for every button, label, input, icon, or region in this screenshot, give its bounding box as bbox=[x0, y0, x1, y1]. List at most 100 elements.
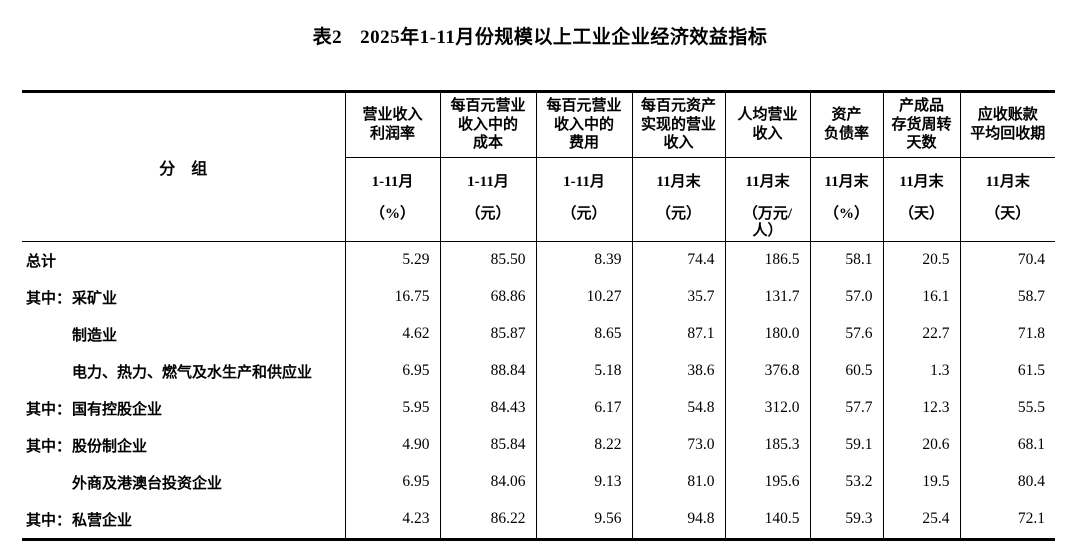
column-unit: （元） bbox=[655, 206, 701, 222]
column-period: 11月末 bbox=[745, 174, 790, 190]
cell-value: 70.4 bbox=[959, 241, 1055, 279]
cell-value: 88.84 bbox=[439, 352, 536, 390]
row-group-label: 制造业 bbox=[22, 316, 345, 353]
column-unit: （元） bbox=[465, 206, 511, 222]
column-subheader: 11月末 （元） bbox=[631, 157, 725, 242]
column-subheader: 11月末 （天） bbox=[959, 157, 1055, 242]
table-row: 其中：采矿业 16.75 68.86 10.27 35.7 131.7 57.0 16.1 58… bbox=[22, 278, 1055, 316]
cell-value: 86.22 bbox=[439, 500, 536, 539]
cell-value: 4.62 bbox=[344, 315, 440, 353]
cell-value: 6.95 bbox=[344, 463, 440, 501]
cell-value: 68.86 bbox=[439, 278, 536, 316]
row-prefix: 其中： bbox=[26, 290, 72, 307]
cell-value: 87.1 bbox=[631, 315, 725, 353]
cell-value: 59.3 bbox=[809, 500, 883, 539]
column-period: 11月末 bbox=[899, 174, 944, 190]
column-unit: （天） bbox=[985, 206, 1031, 222]
column-subheader: 11月末 （%） bbox=[809, 157, 883, 242]
column-header: 资产 负债率 bbox=[809, 91, 883, 158]
cell-value: 71.8 bbox=[959, 315, 1055, 353]
row-group-label: 其中：采矿业 bbox=[22, 279, 345, 316]
cell-value: 57.0 bbox=[809, 278, 883, 316]
table-body: 总计 5.29 85.50 8.39 74.4 186.5 58.1 20.5 70.4 其中：采… bbox=[22, 241, 1055, 539]
cell-value: 60.5 bbox=[809, 352, 883, 390]
table-row: 总计 5.29 85.50 8.39 74.4 186.5 58.1 20.5 70.4 bbox=[22, 241, 1055, 279]
header-row-indicators: 分 组 营业收入 利润率 每百元营业 收入中的 成本 每百元营业 收入中的 费用… bbox=[22, 91, 1055, 242]
cell-value: 8.22 bbox=[535, 426, 632, 464]
column-subheader: 11月末 （天） bbox=[882, 157, 960, 242]
cell-value: 16.1 bbox=[882, 278, 960, 316]
statistics-table-container: 分 组 营业收入 利润率 每百元营业 收入中的 成本 每百元营业 收入中的 费用… bbox=[22, 90, 1055, 541]
row-group-label: 其中：私营企业 bbox=[22, 501, 345, 540]
cell-value: 68.1 bbox=[959, 426, 1055, 464]
cell-value: 8.65 bbox=[535, 315, 632, 353]
cell-value: 74.4 bbox=[631, 241, 725, 279]
column-name: 营业收入 利润率 bbox=[362, 107, 423, 142]
cell-value: 61.5 bbox=[959, 352, 1055, 390]
column-subheader: 1-11月 （%） bbox=[344, 157, 440, 242]
row-group-label: 其中：股份制企业 bbox=[22, 427, 345, 464]
cell-value: 55.5 bbox=[959, 389, 1055, 427]
row-name: 电力、热力、燃气及水生产和供应业 bbox=[72, 364, 313, 381]
column-name: 每百元营业 收入中的 成本 bbox=[450, 97, 526, 152]
column-name: 资产 负债率 bbox=[823, 107, 869, 142]
cell-value: 4.23 bbox=[344, 500, 440, 539]
column-header: 每百元营业 收入中的 费用 bbox=[535, 91, 632, 158]
cell-value: 84.06 bbox=[439, 463, 536, 501]
row-name: 采矿业 bbox=[72, 290, 118, 307]
column-period: 1-11月 bbox=[371, 174, 414, 190]
column-header: 每百元资产 实现的营业 收入 bbox=[631, 91, 725, 158]
row-name: 总计 bbox=[26, 253, 57, 270]
column-subheader: 11月末 （万元/ 人） bbox=[724, 157, 810, 242]
cell-value: 9.13 bbox=[535, 463, 632, 501]
cell-value: 376.8 bbox=[724, 352, 810, 390]
table-title-text: 2025年1-11月份规模以上工业企业经济效益指标 bbox=[360, 27, 768, 48]
column-period: 11月末 bbox=[656, 174, 701, 190]
cell-value: 4.90 bbox=[344, 426, 440, 464]
column-header: 应收账款 平均回收期 bbox=[959, 91, 1055, 158]
cell-value: 85.87 bbox=[439, 315, 536, 353]
table-row: 其中：私营企业 4.23 86.22 9.56 94.8 140.5 59.3 25.4 72.… bbox=[22, 500, 1055, 540]
cell-value: 59.1 bbox=[809, 426, 883, 464]
column-name: 人均营业 收入 bbox=[737, 107, 798, 142]
cell-value: 9.56 bbox=[535, 500, 632, 539]
table-number-label: 表2 bbox=[312, 27, 343, 48]
column-name: 每百元营业 收入中的 费用 bbox=[546, 97, 622, 152]
column-header: 每百元营业 收入中的 成本 bbox=[439, 91, 536, 158]
cell-value: 12.3 bbox=[882, 389, 960, 427]
column-unit: （元） bbox=[561, 206, 607, 222]
row-name: 外商及港澳台投资企业 bbox=[72, 475, 223, 492]
cell-value: 35.7 bbox=[631, 278, 725, 316]
cell-value: 5.18 bbox=[535, 352, 632, 390]
cell-value: 195.6 bbox=[724, 463, 810, 501]
cell-value: 58.1 bbox=[809, 241, 883, 279]
row-group-label: 总计 bbox=[22, 241, 345, 279]
header-row-period-unit: 1-11月 （%） 1-11月 （元） 1-11月 （元） 11月末 （元） 11月末 （… bbox=[22, 157, 1055, 242]
cell-value: 16.75 bbox=[344, 278, 440, 316]
cell-value: 57.6 bbox=[809, 315, 883, 353]
row-name: 股份制企业 bbox=[72, 438, 148, 455]
column-header: 产成品 存货周转 天数 bbox=[882, 91, 960, 158]
row-prefix: 其中： bbox=[26, 401, 72, 418]
row-group-label: 电力、热力、燃气及水生产和供应业 bbox=[22, 353, 345, 390]
cell-value: 5.29 bbox=[344, 241, 440, 279]
cell-value: 94.8 bbox=[631, 500, 725, 539]
row-group-label: 其中：国有控股企业 bbox=[22, 390, 345, 427]
cell-value: 140.5 bbox=[724, 500, 810, 539]
table-row: 其中：股份制企业 4.90 85.84 8.22 73.0 185.3 59.1 20.6 68… bbox=[22, 426, 1055, 464]
row-name: 国有控股企业 bbox=[72, 401, 163, 418]
column-period: 11月末 bbox=[985, 174, 1030, 190]
column-unit: （万元/ 人） bbox=[742, 206, 793, 240]
cell-value: 25.4 bbox=[882, 500, 960, 539]
column-name: 产成品 存货周转 天数 bbox=[891, 97, 952, 152]
group-column-header: 分 组 bbox=[22, 91, 345, 242]
cell-value: 312.0 bbox=[724, 389, 810, 427]
cell-value: 58.7 bbox=[959, 278, 1055, 316]
row-name: 私营企业 bbox=[72, 512, 133, 529]
cell-value: 6.17 bbox=[535, 389, 632, 427]
row-prefix: 其中： bbox=[26, 512, 72, 529]
row-group-label: 外商及港澳台投资企业 bbox=[22, 464, 345, 501]
cell-value: 180.0 bbox=[724, 315, 810, 353]
column-name: 应收账款 平均回收期 bbox=[970, 107, 1046, 142]
cell-value: 185.3 bbox=[724, 426, 810, 464]
